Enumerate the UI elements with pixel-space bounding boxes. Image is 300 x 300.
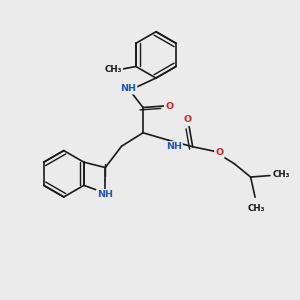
- Text: O: O: [215, 148, 223, 157]
- Text: CH₃: CH₃: [248, 204, 265, 213]
- Text: NH: NH: [97, 190, 113, 199]
- Text: NH: NH: [120, 84, 136, 93]
- Text: O: O: [165, 101, 173, 110]
- Text: NH: NH: [166, 142, 182, 151]
- Text: O: O: [184, 116, 192, 124]
- Text: CH₃: CH₃: [272, 170, 290, 179]
- Text: CH₃: CH₃: [104, 65, 122, 74]
